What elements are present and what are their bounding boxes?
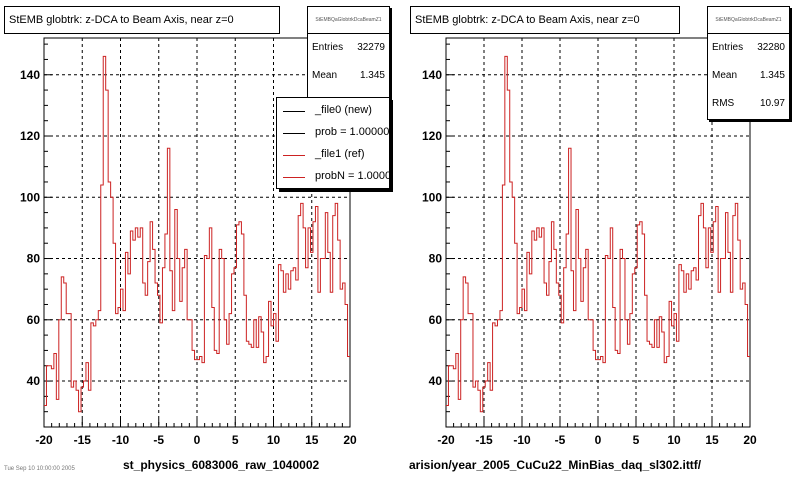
left-x-tick-label: 15	[305, 433, 319, 447]
right-stats-entries-value: 32280	[757, 42, 785, 53]
right-stats-histogram-name: StEMBQaGlobtrkDcaBeamZ1	[708, 7, 789, 34]
right-histogram-series-0	[446, 55, 750, 413]
right-chart-title: StEMB globtrk: z-DCA to Beam Axis, near …	[410, 6, 680, 34]
right-stats-mean-row: Mean 1.345	[708, 62, 789, 90]
legend-entry-file1: _file1 (ref)	[277, 144, 389, 166]
left-x-tick-label: -10	[112, 433, 130, 447]
left-stats-entries-value: 32279	[357, 42, 385, 53]
right-stats-rms-label: RMS	[712, 98, 735, 109]
right-stats-entries-row: Entries 32280	[708, 34, 789, 62]
right-stats-mean-label: Mean	[712, 70, 738, 81]
legend-swatch-prob	[283, 133, 305, 134]
left-y-tick-label: 100	[20, 190, 40, 204]
legend-label-file1: _file1 (ref)	[315, 148, 365, 160]
legend-label-prob: prob = 1.000000	[315, 126, 390, 138]
left-stats-mean-row: Mean 1.345	[308, 62, 389, 90]
right-stats-mean-value: 1.345	[759, 70, 785, 81]
right-y-tick-label: 120	[422, 129, 442, 143]
left-x-tick-label: -5	[153, 433, 164, 447]
legend-entry-prob: prob = 1.000000	[277, 122, 389, 144]
right-x-tick-label: 20	[743, 433, 757, 447]
left-stats-mean-value: 1.345	[359, 70, 385, 81]
right-x-tick-label: 5	[633, 433, 640, 447]
legend-swatch-probn	[283, 177, 305, 178]
left-y-tick-label: 140	[20, 68, 40, 82]
left-stats-mean-label: Mean	[312, 70, 338, 81]
right-x-tick-label: -5	[555, 433, 566, 447]
right-y-tick-label: 40	[429, 374, 443, 388]
legend-label-probn: probN = 1.000000	[315, 170, 390, 182]
left-y-tick-label: 60	[27, 313, 41, 327]
left-histogram-series-0	[44, 55, 350, 413]
left-stats-entries-label: Entries	[312, 42, 344, 53]
right-x-axis-caption: arision/year_2005_CuCu22_MinBias_daq_sl3…	[409, 458, 702, 472]
legend-swatch-file0	[283, 111, 305, 112]
left-y-tick-label: 80	[27, 252, 41, 266]
left-x-tick-label: 0	[194, 433, 201, 447]
left-y-tick-label: 120	[20, 129, 40, 143]
left-stats-entries-row: Entries 32279	[308, 34, 389, 62]
right-x-tick-label: 15	[705, 433, 719, 447]
right-x-tick-label: 0	[595, 433, 602, 447]
right-stats-rms-value: 10.97	[759, 98, 785, 109]
left-x-tick-label: 10	[267, 433, 281, 447]
left-legend: _file0 (new) prob = 1.000000 _file1 (ref…	[276, 97, 390, 189]
right-y-tick-label: 140	[422, 68, 442, 82]
legend-entry-file0: _file0 (new)	[277, 100, 389, 122]
left-x-tick-label: 5	[232, 433, 239, 447]
left-chart-title: StEMB globtrk: z-DCA to Beam Axis, near …	[4, 6, 280, 34]
right-x-tick-label: -15	[475, 433, 493, 447]
right-y-tick-label: 80	[429, 252, 443, 266]
left-x-axis-caption: st_physics_6083006_raw_1040002	[123, 458, 320, 472]
left-stats-histogram-name: StEMBQaGlobtrkDcaBeamZ1	[308, 7, 389, 34]
legend-entry-probn: probN = 1.000000	[277, 166, 389, 188]
left-x-tick-label: 20	[343, 433, 357, 447]
footer-timestamp: Tue Sep 10 10:00:00 2005	[4, 466, 75, 472]
right-stats-rms-row: RMS 10.97	[708, 90, 789, 118]
right-y-tick-label: 100	[422, 190, 442, 204]
left-stats-box: StEMBQaGlobtrkDcaBeamZ1 Entries 32279 Me…	[307, 6, 390, 102]
left-x-tick-label: -15	[74, 433, 92, 447]
right-x-tick-label: -10	[513, 433, 531, 447]
legend-swatch-file1	[283, 155, 305, 156]
right-y-tick-label: 60	[429, 313, 443, 327]
right-x-tick-label: 10	[667, 433, 681, 447]
left-x-tick-label: -20	[35, 433, 53, 447]
legend-label-file0: _file0 (new)	[315, 104, 372, 116]
right-stats-box: StEMBQaGlobtrkDcaBeamZ1 Entries 32280 Me…	[707, 6, 790, 120]
right-x-tick-label: -20	[437, 433, 455, 447]
right-stats-entries-label: Entries	[712, 42, 744, 53]
left-y-tick-label: 40	[27, 374, 41, 388]
